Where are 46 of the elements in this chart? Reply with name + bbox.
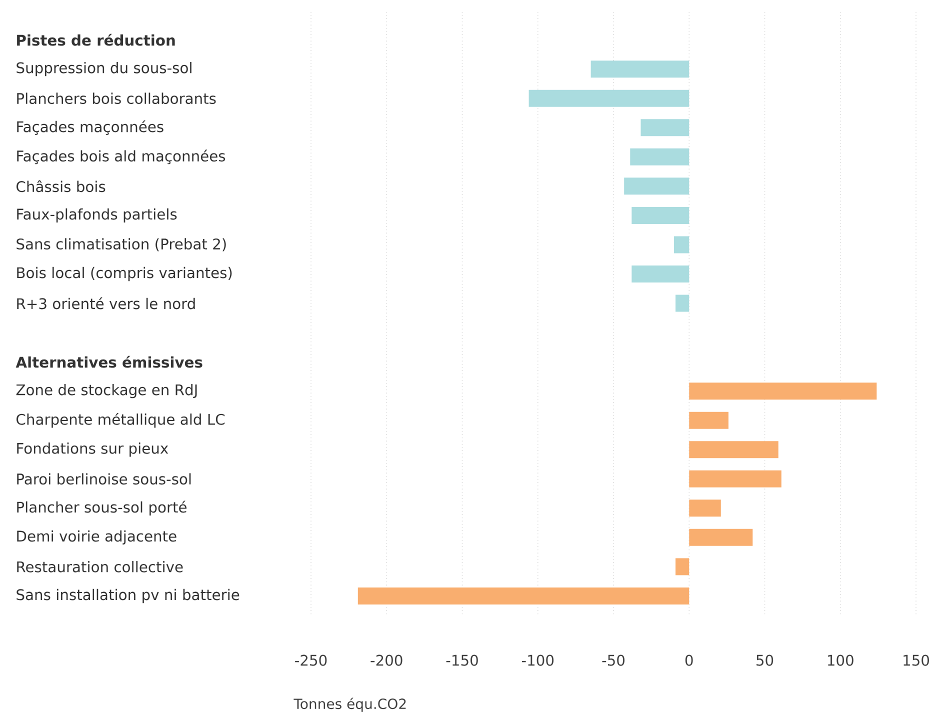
bar: [358, 587, 690, 604]
x-tick-label: -50: [602, 654, 624, 666]
bar: [632, 206, 690, 224]
bar: [590, 60, 690, 78]
y-tick-label: Demi voirie adjacente: [17, 530, 176, 545]
bar: [676, 294, 690, 312]
bar: [674, 236, 690, 254]
y-tick-label: Plancher sous-sol porté: [17, 500, 186, 516]
y-tick-label: Faux-plafonds partiels: [17, 208, 177, 223]
y-tick-label: Alternatives émissives: [16, 356, 202, 368]
bar: [689, 441, 778, 458]
x-tick-label: -200: [370, 654, 402, 666]
x-tick-label: -100: [522, 654, 554, 666]
x-tick-label: 0: [685, 654, 693, 666]
y-tick-label: Sans installation pv ni batterie: [16, 588, 240, 604]
bar: [528, 90, 690, 107]
bar: [689, 412, 728, 429]
y-tick-label: R+3 orienté vers le nord: [17, 297, 195, 310]
bar: [689, 470, 782, 488]
bar: [630, 148, 690, 166]
y-tick-label: Bois local (compris variantes): [17, 266, 232, 282]
x-tick-label: 150: [904, 654, 930, 666]
bar: [624, 178, 690, 195]
x-tick-label: -150: [446, 654, 478, 666]
bar: [632, 265, 690, 282]
y-tick-label: Planchers bois collaborants: [17, 92, 216, 104]
bar: [640, 119, 690, 136]
y-tick-label: Charpente métallique ald LC: [16, 412, 225, 428]
bar: [689, 500, 721, 517]
bar: [689, 528, 753, 546]
y-tick-label: Suppression du sous-sol: [16, 62, 192, 76]
y-tick-label: Châssis bois: [16, 180, 106, 192]
x-axis-title: Tonnes équ.CO2: [294, 698, 406, 712]
x-tick-label: -250: [295, 654, 327, 666]
y-tick-label: Restauration collective: [17, 561, 183, 572]
y-tick-label: Sans climatisation (Prebat 2): [16, 238, 226, 252]
bar: [689, 382, 877, 400]
bar: [676, 558, 690, 576]
y-tick-label: Paroi berlinoise sous-sol: [17, 473, 191, 485]
y-tick-label: Façades maçonnées: [17, 120, 164, 135]
y-tick-label: Fondations sur pieux: [17, 442, 168, 457]
y-tick-label: Zone de stockage en RdJ: [16, 384, 197, 398]
y-tick-label: Façades bois ald maçonnées: [17, 150, 226, 164]
x-tick-label: 100: [828, 654, 854, 666]
x-tick-label: 50: [756, 654, 774, 666]
y-tick-label: Pistes de réduction: [17, 34, 175, 46]
